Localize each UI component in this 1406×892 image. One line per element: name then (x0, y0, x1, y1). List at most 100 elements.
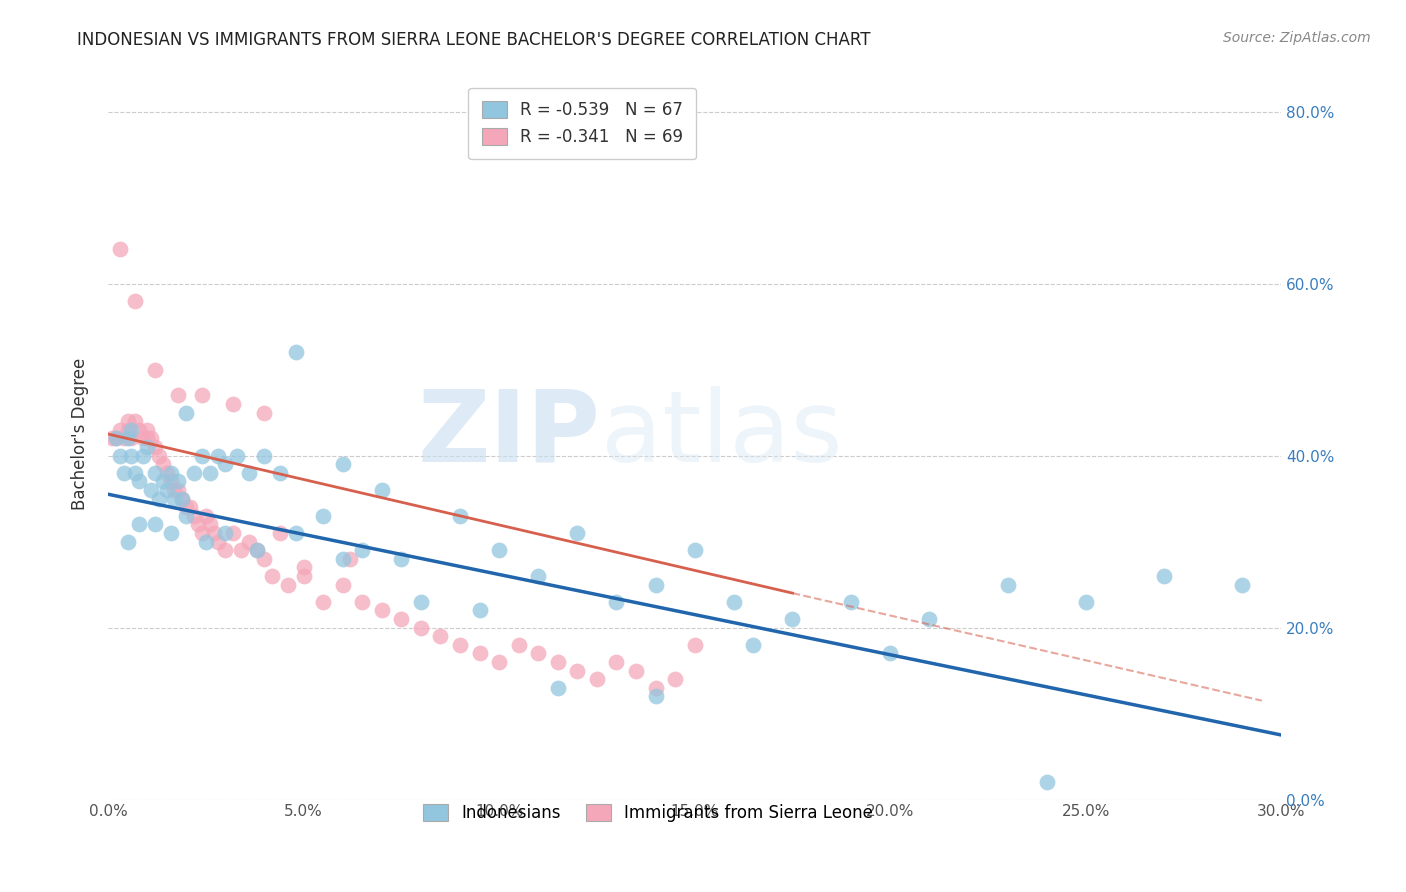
Point (246, 543, 269, 558)
Point (128, 475, 150, 489)
Point (292, 560, 315, 574)
Point (143, 466, 166, 480)
Point (124, 466, 146, 480)
Point (112, 431, 135, 445)
Point (198, 517, 221, 532)
Point (277, 577, 299, 591)
Point (117, 414, 139, 428)
Point (292, 569, 315, 583)
Point (124, 414, 146, 428)
Point (644, 681, 666, 695)
Point (664, 672, 686, 686)
Point (997, 577, 1019, 591)
Point (163, 483, 186, 497)
Point (226, 449, 249, 463)
Point (449, 508, 471, 523)
Point (152, 475, 174, 489)
Point (174, 500, 197, 515)
Point (339, 551, 361, 566)
Point (117, 431, 139, 445)
Point (409, 621, 432, 635)
Point (128, 517, 150, 532)
Point (1035, 775, 1057, 789)
Point (449, 638, 471, 652)
Point (644, 690, 666, 704)
Point (1153, 569, 1175, 583)
Y-axis label: Bachelor's Degree: Bachelor's Degree (72, 358, 89, 510)
Point (191, 449, 214, 463)
Point (683, 638, 706, 652)
Point (108, 242, 131, 256)
Point (187, 517, 209, 532)
Point (108, 423, 131, 437)
Point (332, 551, 354, 566)
Point (143, 362, 166, 376)
Point (202, 525, 225, 540)
Point (222, 397, 245, 411)
Point (148, 491, 170, 506)
Point (567, 525, 589, 540)
Point (918, 612, 941, 626)
Point (136, 440, 159, 454)
Point (1232, 577, 1254, 591)
Point (159, 466, 181, 480)
Point (389, 551, 412, 566)
Point (508, 638, 530, 652)
Point (117, 534, 139, 549)
Point (167, 388, 190, 402)
Point (488, 543, 510, 558)
Point (152, 457, 174, 471)
Point (352, 543, 374, 558)
Point (527, 569, 550, 583)
Point (101, 431, 124, 445)
Point (136, 423, 159, 437)
Point (174, 508, 197, 523)
Point (782, 612, 804, 626)
Point (284, 345, 307, 359)
Point (644, 577, 666, 591)
Point (371, 483, 394, 497)
Point (117, 423, 139, 437)
Point (371, 603, 394, 617)
Point (253, 449, 276, 463)
Point (624, 664, 647, 678)
Point (246, 543, 269, 558)
Text: ZIP: ZIP (418, 385, 600, 483)
Point (214, 543, 236, 558)
Point (352, 595, 374, 609)
Point (120, 431, 142, 445)
Text: atlas: atlas (600, 385, 842, 483)
Point (198, 466, 221, 480)
Point (229, 543, 252, 558)
Point (312, 595, 335, 609)
Point (284, 525, 307, 540)
Point (742, 638, 765, 652)
Point (191, 525, 214, 540)
Point (253, 551, 276, 566)
Point (148, 449, 170, 463)
Point (120, 449, 142, 463)
Point (238, 534, 260, 549)
Point (156, 483, 179, 497)
Point (167, 483, 190, 497)
Point (238, 466, 260, 480)
Point (104, 431, 127, 445)
Point (128, 423, 150, 437)
Point (104, 431, 127, 445)
Point (312, 508, 335, 523)
Point (332, 457, 354, 471)
Point (191, 388, 214, 402)
Point (132, 431, 155, 445)
Point (567, 664, 589, 678)
Point (389, 612, 412, 626)
Point (468, 646, 491, 660)
Point (167, 475, 190, 489)
Point (112, 466, 135, 480)
Point (605, 655, 627, 669)
Point (468, 603, 491, 617)
Point (1074, 595, 1097, 609)
Point (194, 508, 217, 523)
Point (156, 466, 179, 480)
Point (124, 293, 146, 308)
Point (207, 449, 229, 463)
